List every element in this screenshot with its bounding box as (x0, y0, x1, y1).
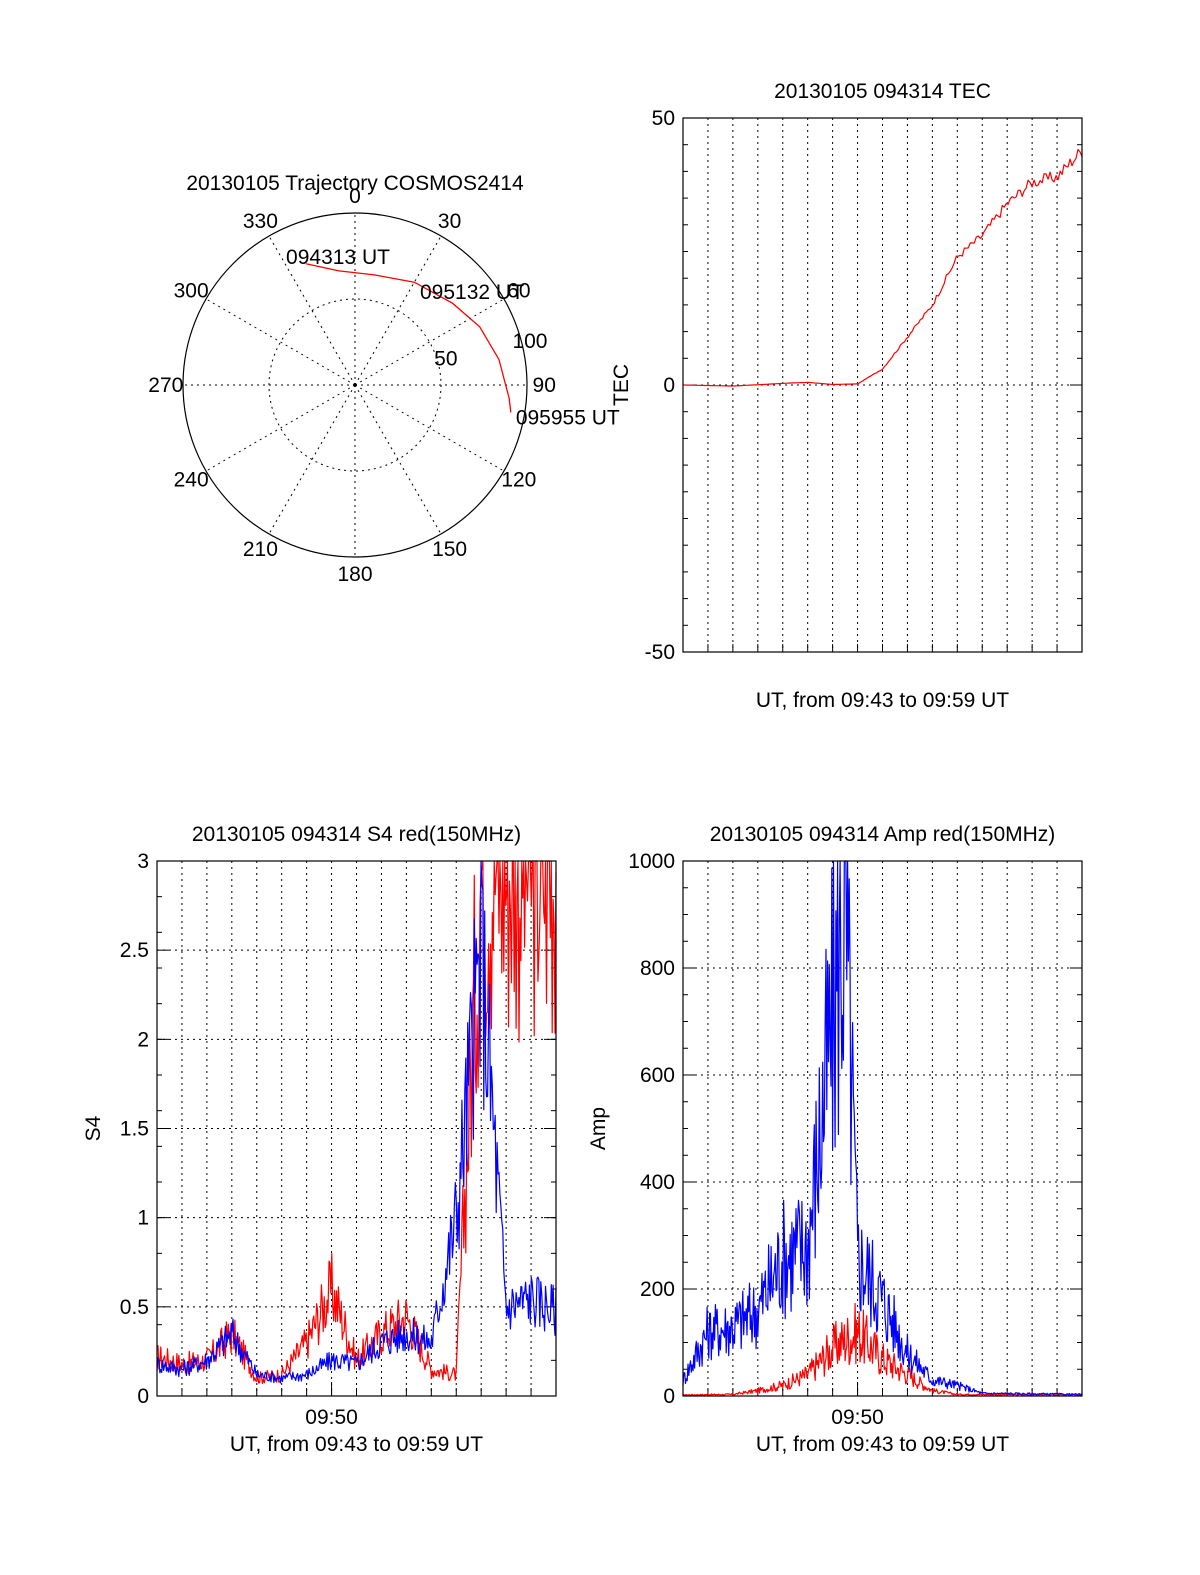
polar-azimuth-label: 30 (438, 210, 461, 233)
plot-frame (682, 860, 1083, 1397)
series-line-1 (682, 860, 1083, 1396)
polar-time-annotation: 095132 UT (420, 281, 524, 304)
polar-azimuth-label: 330 (243, 210, 278, 233)
x-tick-label: 09:50 (831, 1406, 884, 1429)
polar-outer-circle (182, 212, 528, 558)
y-tick-label: 0 (137, 1385, 149, 1408)
tec-panel: 20130105 094314 TEC UT, from 09:43 to 09:… (610, 80, 1083, 712)
y-tick-label: 0 (663, 374, 675, 397)
polar-azimuth-label: 270 (148, 374, 183, 397)
polar-azimuth-label: 150 (432, 538, 467, 561)
polar-time-annotation: 095955 UT (516, 406, 620, 429)
y-tick-label: 50 (652, 107, 675, 130)
polar-azimuth-label: 0 (349, 185, 361, 208)
polar-azimuth-label: 300 (174, 279, 209, 302)
y-tick-label: 1 (137, 1207, 149, 1230)
polar-azimuth-label: 180 (337, 563, 372, 586)
y-tick-label: 600 (640, 1064, 675, 1087)
x-axis-label: UT, from 09:43 to 09:59 UT (230, 1433, 483, 1456)
polar-spoke (268, 384, 356, 535)
chart-title: 20130105 094314 TEC (774, 80, 991, 103)
polar-spoke (205, 384, 356, 472)
x-axis-label: UT, from 09:43 to 09:59 UT (756, 689, 1009, 712)
y-tick-label: 200 (640, 1278, 675, 1301)
x-axis-label: UT, from 09:43 to 09:59 UT (756, 1433, 1009, 1456)
chart-title: 20130105 094314 Amp red(150MHz) (710, 823, 1056, 846)
polar-azimuth-label: 120 (501, 469, 536, 492)
y-tick-label: 1000 (628, 850, 675, 873)
y-tick-label: 800 (640, 957, 675, 980)
polar-spoke (354, 384, 442, 535)
polar-azimuth-label: 210 (243, 538, 278, 561)
y-tick-label: 1.5 (120, 1118, 149, 1141)
polar-trajectory-line (305, 263, 512, 413)
polar-title: 20130105 Trajectory COSMOS2414 (186, 172, 524, 195)
polar-azimuth-label: 90 (533, 374, 556, 397)
polar-radial-label: 50 (434, 348, 457, 371)
polar-spoke (354, 384, 505, 472)
y-tick-label: 400 (640, 1171, 675, 1194)
plot-frame (682, 117, 1083, 653)
polar-azimuth-label: 240 (174, 469, 209, 492)
polar-radial-label: 100 (512, 330, 547, 353)
polar-spoke (205, 298, 356, 386)
amp-panel: 20130105 094314 Amp red(150MHz) UT, from … (587, 823, 1083, 1456)
y-tick-label: 2 (137, 1028, 149, 1051)
y-tick-label: 0.5 (120, 1296, 149, 1319)
y-tick-label: 2.5 (120, 939, 149, 962)
polar-spoke (354, 298, 505, 386)
y-axis-label: TEC (610, 364, 633, 406)
polar-spoke (268, 235, 356, 386)
y-tick-label: 0 (663, 1385, 675, 1408)
y-axis-label: Amp (587, 1107, 610, 1150)
x-tick-label: 09:50 (305, 1406, 358, 1429)
y-tick-label: 3 (137, 850, 149, 873)
plot-frame (156, 860, 557, 1397)
series-line-0 (683, 1302, 1082, 1396)
series-line-1 (156, 860, 557, 1384)
chart-title: 20130105 094314 S4 red(150MHz) (192, 823, 521, 846)
polar-time-annotation: 094313 UT (286, 246, 390, 269)
y-axis-label: S4 (82, 1115, 105, 1141)
polar-azimuth-label: 60 (507, 279, 530, 302)
y-tick-label: -50 (645, 641, 675, 664)
polar-spoke (354, 235, 442, 386)
series-line-0 (683, 148, 1083, 387)
s4-panel: 20130105 094314 S4 red(150MHz) UT, from 0… (82, 823, 557, 1456)
